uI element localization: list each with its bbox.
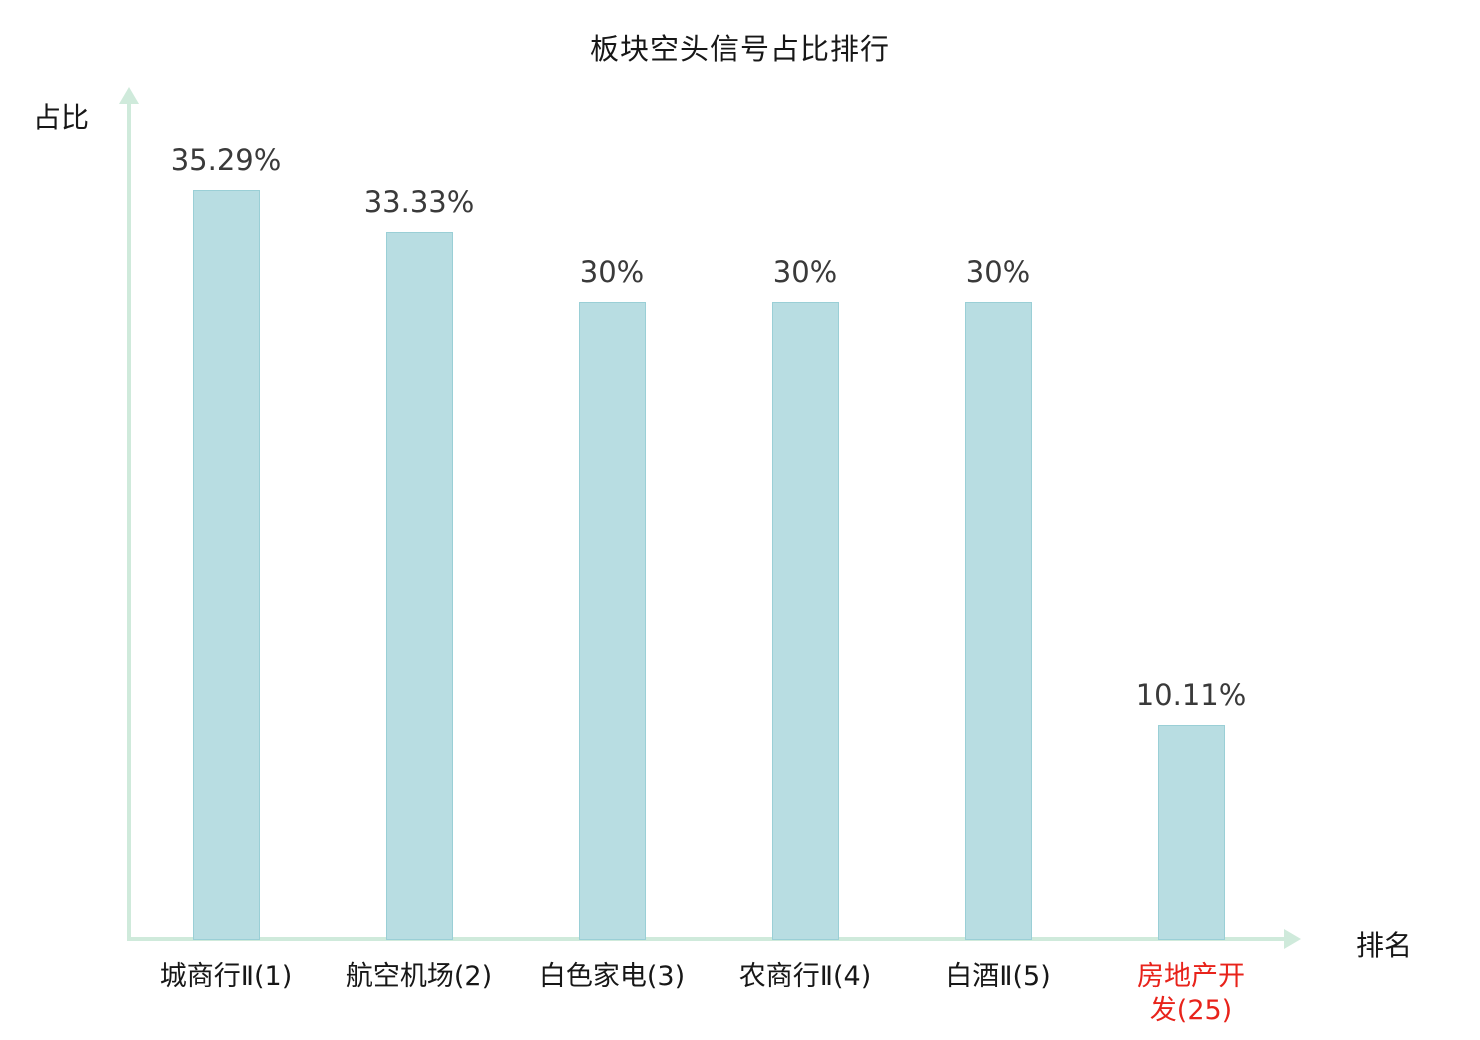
y-axis-line: [127, 102, 131, 941]
category-label-5: 房地产开 发(25): [1137, 961, 1245, 1026]
y-axis-label: 占比: [33, 101, 90, 134]
bar-1: [385, 232, 453, 940]
bar-4: [964, 302, 1032, 940]
value-label-1: 33.33%: [363, 185, 475, 219]
bar-5: [1157, 725, 1225, 940]
value-label-3: 30%: [772, 255, 838, 289]
value-label-0: 35.29%: [170, 143, 282, 177]
x-axis-line: [127, 937, 1287, 941]
value-label-2: 30%: [579, 255, 645, 289]
category-label-4: 白酒Ⅱ(5): [945, 961, 1051, 992]
value-label-5: 10.11%: [1135, 678, 1247, 712]
value-label-4: 30%: [965, 255, 1031, 289]
category-label-1: 航空机场(2): [345, 961, 493, 992]
bar-0: [192, 190, 260, 940]
category-label-3: 农商行Ⅱ(4): [738, 961, 872, 992]
y-axis-arrow-icon: [119, 87, 139, 104]
chart-title: 板块空头信号占比排行: [589, 32, 890, 66]
bar-3: [771, 302, 839, 940]
category-label-2: 白色家电(3): [538, 961, 686, 992]
x-axis-label: 排名: [1356, 929, 1413, 962]
x-axis-arrow-icon: [1284, 929, 1301, 949]
category-label-0: 城商行Ⅱ(1): [159, 961, 293, 992]
bar-2: [578, 302, 646, 940]
